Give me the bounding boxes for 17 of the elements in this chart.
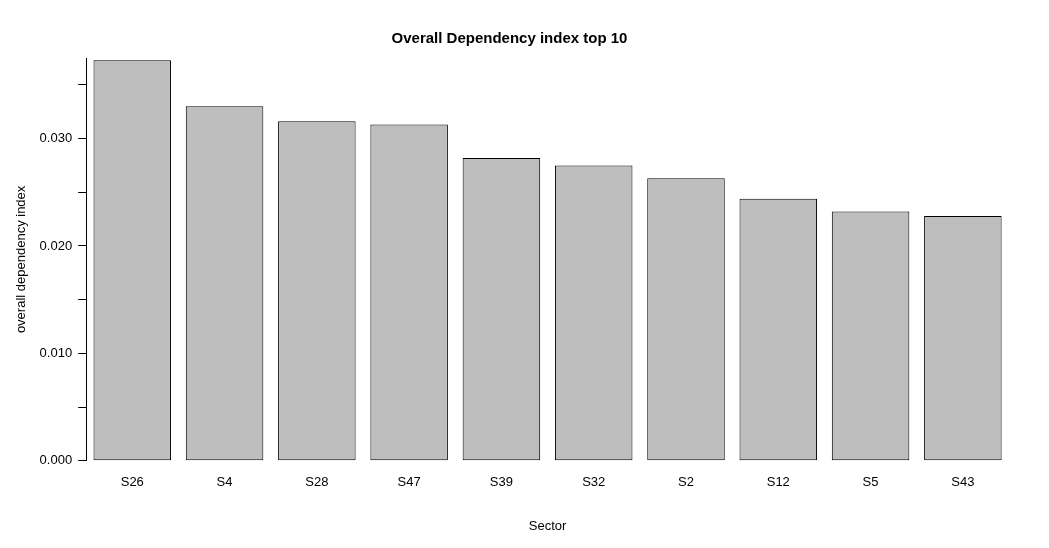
x-tick-label: S5 [862, 474, 879, 490]
y-tick-label: 0.030 [39, 130, 73, 146]
x-axis-title: Sector [528, 517, 568, 533]
x-tick-label: S43 [951, 474, 975, 490]
x-tick-label: S2 [678, 474, 694, 490]
y-tick-label: 0.000 [39, 452, 73, 468]
x-tick-label: S47 [397, 474, 421, 490]
x-tick-label: S12 [766, 474, 790, 490]
y-axis-title: overall dependency index [13, 185, 29, 334]
x-tick-label: S28 [305, 474, 329, 490]
x-tick-label: S4 [216, 474, 233, 490]
x-tick-label: S26 [120, 474, 144, 490]
x-tick-label: S32 [582, 474, 606, 490]
chart-title: Overall Dependency index top 10 [391, 29, 628, 47]
y-tick-label: 0.020 [39, 237, 73, 253]
y-tick-label: 0.010 [39, 344, 73, 360]
x-tick-label: S39 [489, 474, 513, 490]
